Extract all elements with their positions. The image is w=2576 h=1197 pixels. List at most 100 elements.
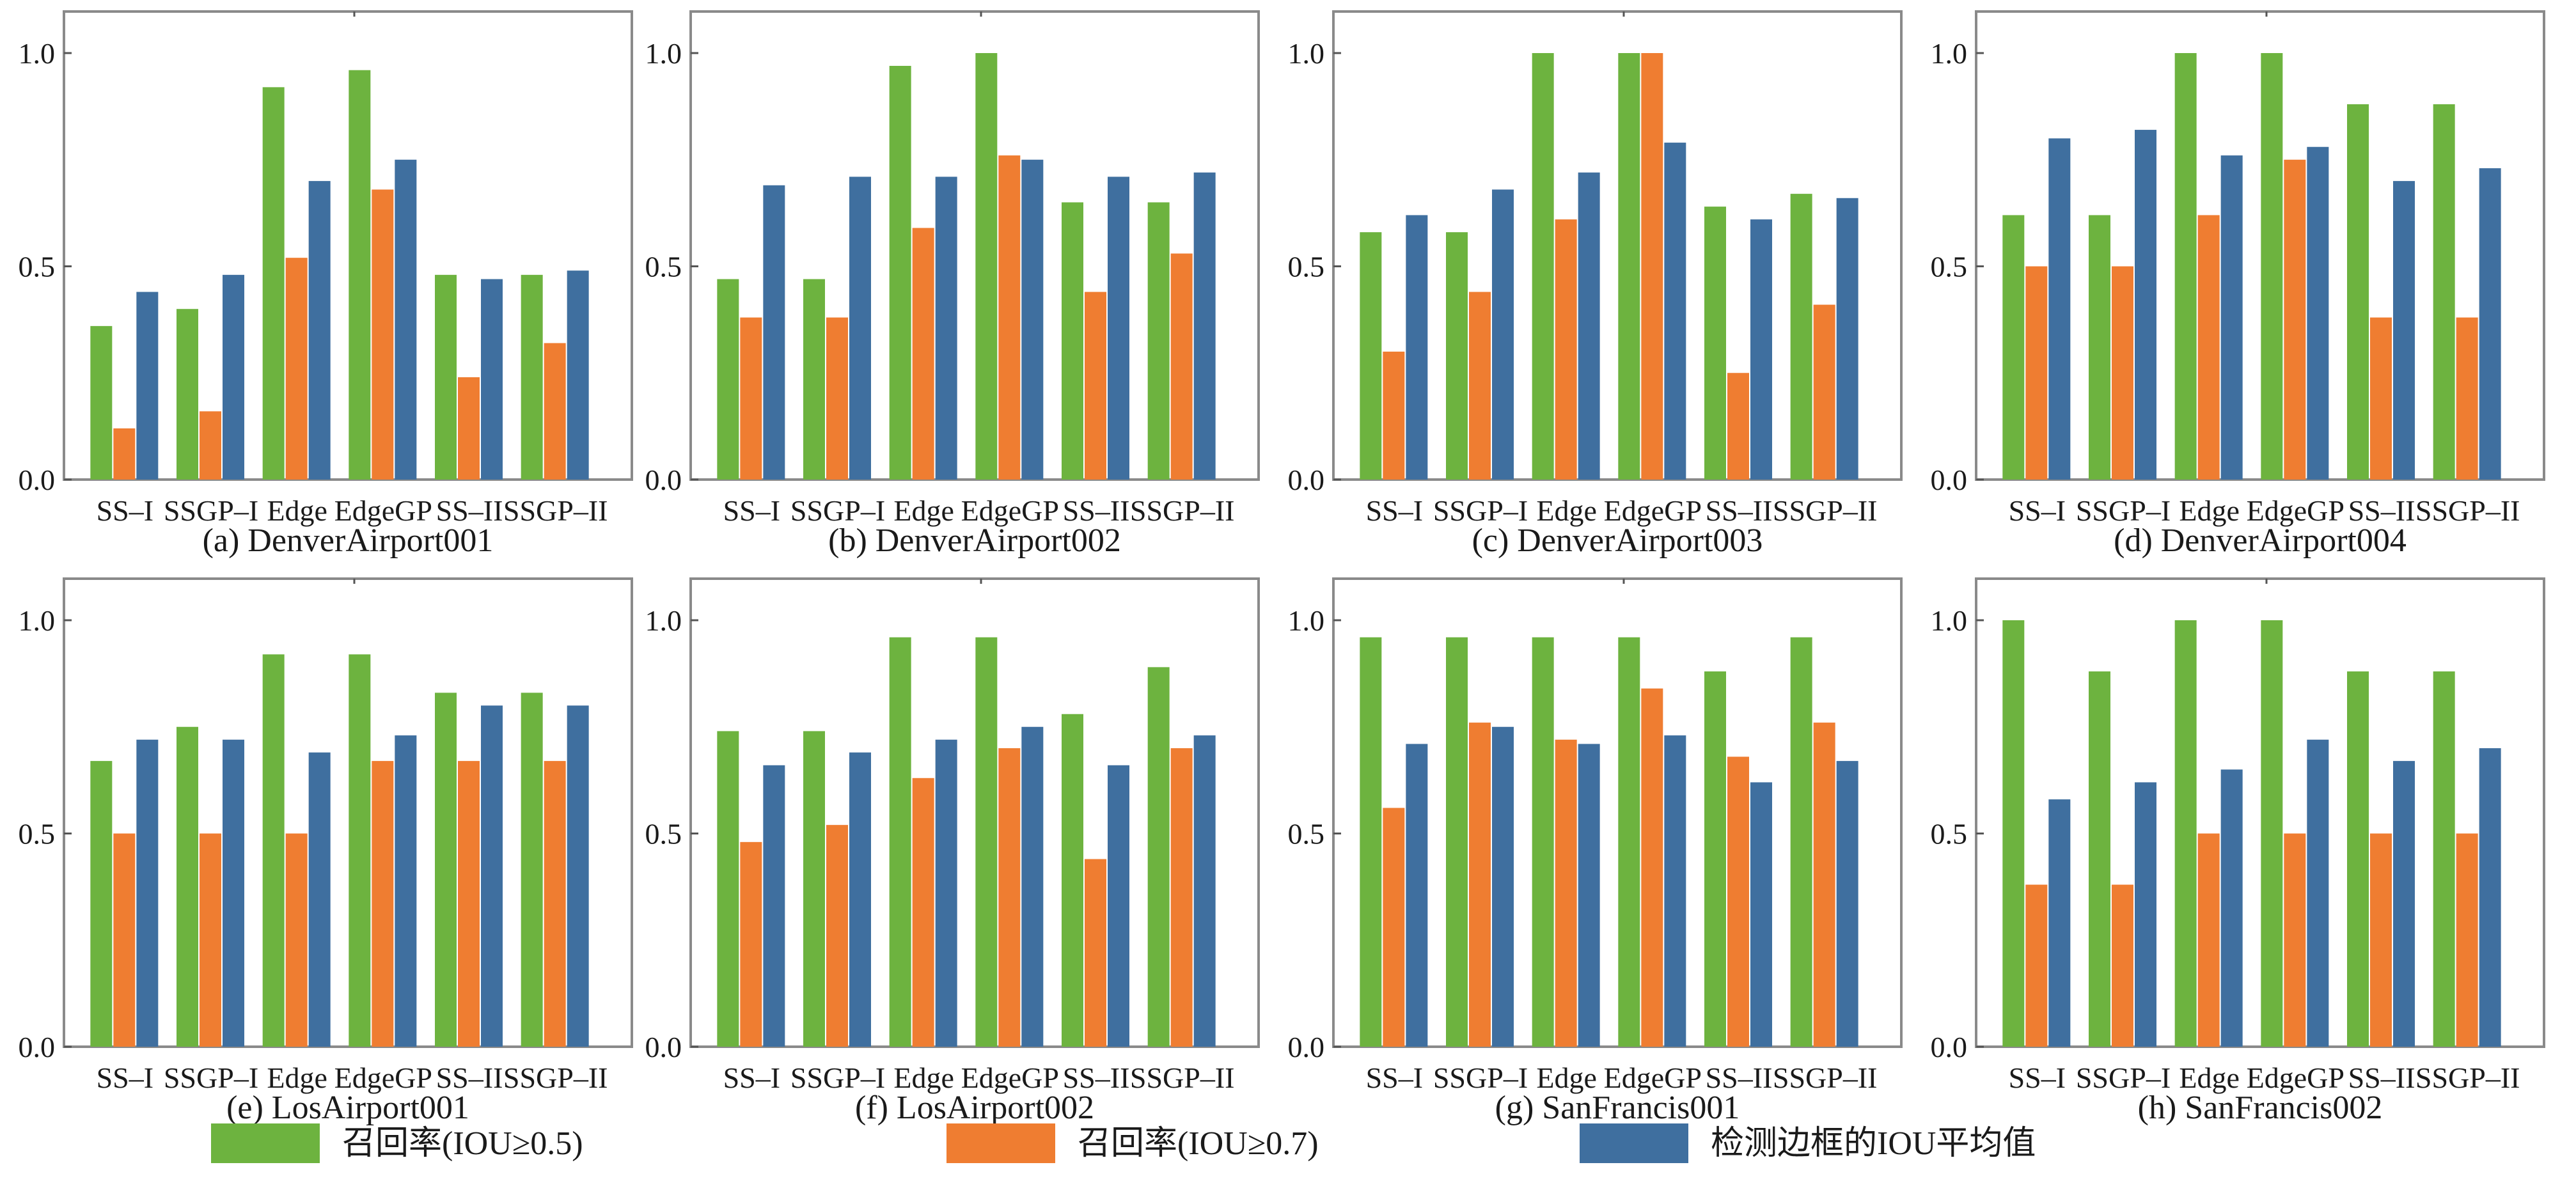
- y-tick-label: 1.0: [1288, 37, 1325, 70]
- x-tick-label: SS–I: [2009, 494, 2066, 527]
- y-tick-label: 0.5: [1931, 251, 1968, 283]
- x-tick-label: SS–II: [1063, 494, 1130, 527]
- x-tick-label: Edge: [2179, 1061, 2240, 1094]
- bar: [1641, 688, 1663, 1047]
- y-tick-label: 0.0: [19, 1031, 56, 1063]
- panel-caption: (e) LosAirport001: [226, 1090, 469, 1126]
- bar: [935, 739, 957, 1047]
- bar: [285, 833, 308, 1047]
- bar: [200, 833, 221, 1047]
- legend-swatch: [946, 1123, 1055, 1163]
- bar: [521, 692, 543, 1047]
- panel-caption: (c) DenverAirport003: [1472, 522, 1763, 559]
- y-tick-label: 0.5: [1288, 251, 1325, 283]
- bar: [435, 692, 457, 1047]
- chart-panel: 0.00.51.0SS–I SSGP–I Edge EdgeGP SS–II SSGP–I…: [1931, 577, 2545, 1126]
- bar: [458, 761, 480, 1047]
- bar: [544, 761, 566, 1047]
- bar: [935, 176, 957, 480]
- bar: [1532, 637, 1554, 1047]
- chart-panel: 0.00.51.0SS–I SSGP–I Edge EdgeGP SS–II SSGP–I…: [19, 10, 633, 559]
- x-tick-label: SSGP–I: [790, 494, 885, 527]
- bar: [177, 309, 198, 480]
- bar: [2261, 53, 2283, 480]
- bar: [1790, 194, 1812, 480]
- bar: [567, 705, 589, 1047]
- bar: [2112, 884, 2133, 1047]
- x-tick-label: SSGP–I: [2076, 494, 2171, 527]
- bar: [1836, 761, 1858, 1047]
- bar: [2025, 884, 2048, 1047]
- y-tick-label: 1.0: [1931, 37, 1968, 70]
- y-tick-label: 1.0: [1288, 604, 1325, 637]
- bar: [1406, 215, 1428, 480]
- bar: [90, 325, 113, 480]
- x-tick-label: SSGP–II: [1773, 1061, 1878, 1094]
- bar: [826, 825, 848, 1047]
- bar: [2220, 155, 2243, 480]
- x-tick-label: SS–I: [1366, 1061, 1423, 1094]
- panel-caption: (f) LosAirport002: [855, 1090, 1094, 1126]
- bar: [998, 748, 1021, 1047]
- bar: [2393, 761, 2415, 1047]
- bar: [2456, 317, 2478, 480]
- bar: [975, 53, 998, 480]
- x-tick-label: EdgeGP: [2247, 494, 2344, 527]
- bar: [717, 279, 739, 480]
- bar: [2347, 671, 2369, 1047]
- x-tick-label: SSGP–II: [503, 494, 608, 527]
- panel-caption: (d) DenverAirport004: [2114, 522, 2407, 559]
- bar: [1170, 253, 1193, 480]
- bar: [1492, 189, 1514, 480]
- bar: [2284, 159, 2306, 480]
- bar: [2307, 146, 2329, 480]
- bar: [1813, 723, 1835, 1047]
- bar: [544, 343, 566, 480]
- y-tick-label: 0.0: [645, 1031, 682, 1063]
- bar: [1618, 53, 1640, 480]
- y-tick-label: 0.0: [1931, 464, 1968, 496]
- bar: [481, 279, 503, 480]
- bar: [113, 428, 136, 480]
- x-tick-label: EdgeGP: [961, 1061, 1059, 1094]
- bar: [567, 270, 589, 480]
- plot-frame: [1332, 577, 1903, 1048]
- x-tick-label: SS–I: [97, 1061, 153, 1094]
- bar: [1555, 219, 1577, 480]
- bar: [1147, 202, 1170, 480]
- legend-label: 检测边框的IOU平均值: [1711, 1125, 2036, 1162]
- x-tick-label: Edge: [267, 1061, 327, 1094]
- bar: [285, 258, 308, 480]
- bar: [912, 778, 934, 1047]
- bar: [2112, 266, 2133, 480]
- bar: [223, 274, 244, 480]
- bar: [2002, 620, 2025, 1047]
- bar: [1085, 292, 1106, 480]
- bar: [1704, 207, 1726, 480]
- x-tick-label: SS–II: [436, 1061, 503, 1094]
- bar: [1406, 744, 1428, 1047]
- bar: [1727, 756, 1749, 1047]
- bar: [1446, 232, 1468, 480]
- legend-swatch: [211, 1123, 320, 1163]
- x-tick-label: Edge: [267, 494, 327, 527]
- bar: [2197, 833, 2220, 1047]
- bar: [395, 159, 417, 480]
- x-tick-label: Edge: [1536, 1061, 1597, 1094]
- y-tick-label: 0.0: [1288, 1031, 1325, 1063]
- bar: [803, 279, 825, 480]
- x-tick-label: EdgeGP: [334, 1061, 432, 1094]
- bar: [975, 637, 998, 1047]
- bar: [2433, 671, 2455, 1047]
- plot-frame: [689, 10, 1260, 481]
- y-tick-label: 0.0: [19, 464, 56, 496]
- bar: [1813, 304, 1835, 480]
- x-tick-label: SS–II: [1063, 1061, 1130, 1094]
- bar: [1021, 726, 1044, 1047]
- x-tick-label: Edge: [2179, 494, 2240, 527]
- bar: [1664, 143, 1686, 480]
- bar: [2174, 53, 2197, 480]
- plot-frame: [63, 577, 633, 1048]
- bar: [177, 726, 198, 1047]
- bar: [200, 411, 221, 480]
